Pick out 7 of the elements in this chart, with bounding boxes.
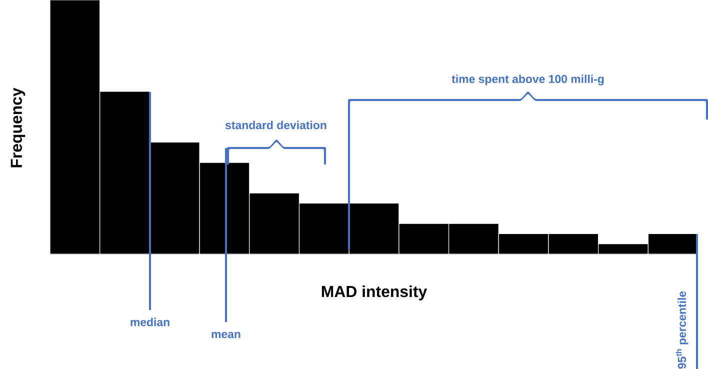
annotation: standard deviation xyxy=(225,120,326,130)
text: median xyxy=(130,318,170,326)
y-axis-title: Frequency xyxy=(10,88,26,168)
text: 95$^{th}$ percentile xyxy=(676,291,688,369)
annotation: time spent above 100 milli-g xyxy=(452,74,604,86)
text: mean xyxy=(212,332,240,338)
x-axis-title: MAD intensity xyxy=(322,285,428,300)
